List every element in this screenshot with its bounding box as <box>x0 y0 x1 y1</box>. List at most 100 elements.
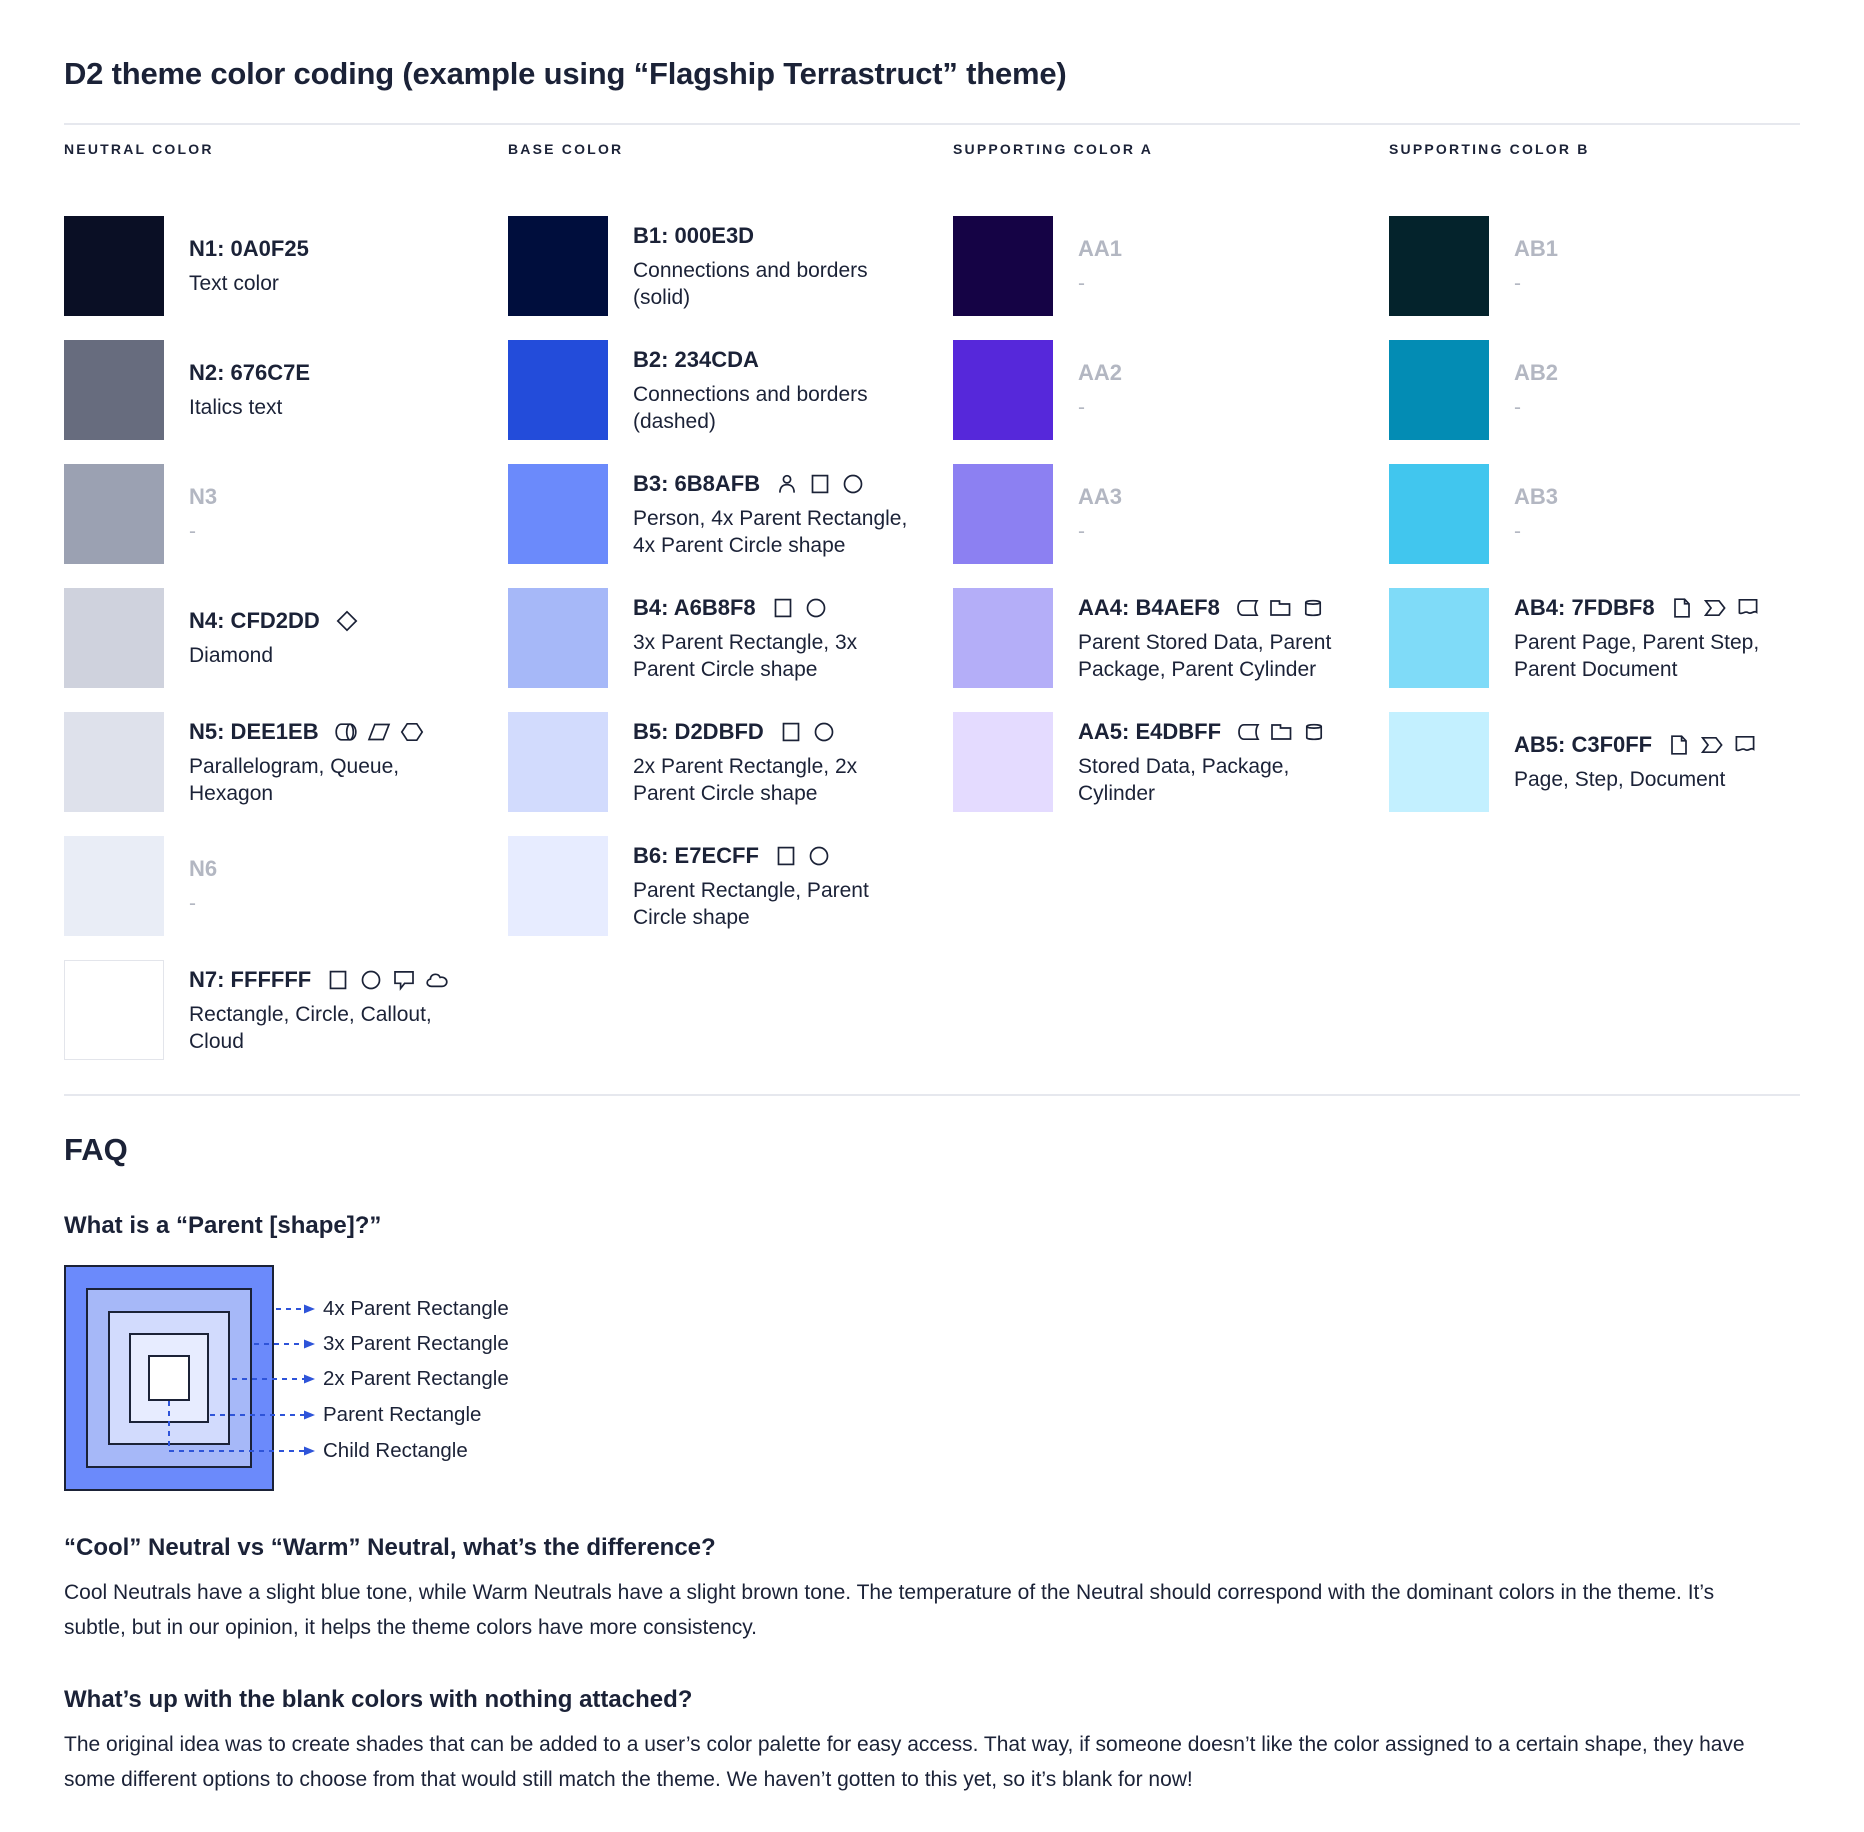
color-entry: B6: E7ECFF Parent Rectangle, Parent Circl… <box>508 836 953 936</box>
callout-icon <box>392 968 416 992</box>
column-header: NEUTRAL COLOR <box>64 141 214 157</box>
color-code: AA2 <box>1078 360 1123 385</box>
color-swatch <box>64 588 164 688</box>
color-code: N5: DEE1EB <box>189 718 319 744</box>
circle-icon <box>812 720 836 744</box>
color-entry: N5: DEE1EB Parallelogram, Queue, Hexagon <box>64 712 508 812</box>
color-code: AB5: C3F0FF <box>1514 732 1653 757</box>
circle-icon <box>804 596 828 620</box>
person-icon <box>775 472 799 496</box>
column-header: SUPPORTING COLOR A <box>953 141 1154 157</box>
palette-column: SUPPORTING COLOR B AB1 - AB2 - AB3 - AB4: 7FDBF… <box>1389 141 1800 1084</box>
color-usage-desc: Page, Step, Document <box>1514 768 1726 791</box>
color-code: N1: 0A0F25 <box>189 236 309 261</box>
color-swatch <box>508 588 608 688</box>
color-swatch <box>1389 464 1489 564</box>
stored-data-icon <box>1236 720 1260 744</box>
color-swatch <box>953 216 1053 316</box>
rectangle-icon <box>808 472 832 496</box>
color-entry: AB3 - <box>1389 464 1800 564</box>
color-code: AB1 <box>1514 236 1559 261</box>
circle-icon <box>807 844 831 868</box>
color-entry: AB2 - <box>1389 340 1800 440</box>
color-swatch <box>508 340 608 440</box>
color-usage-desc: - <box>1514 272 1521 295</box>
color-swatch <box>508 712 608 812</box>
document-icon <box>1733 733 1757 757</box>
color-code: AB2 <box>1514 360 1559 385</box>
faq-answer-cool-vs-warm: Cool Neutrals have a slight blue tone, w… <box>64 1581 1715 1639</box>
color-code: AA4: B4AEF8 <box>1078 594 1220 620</box>
color-usage-desc: Connections and borders (solid) <box>633 258 868 309</box>
color-code: AB3 <box>1514 484 1559 509</box>
package-icon <box>1269 720 1293 744</box>
color-entry: AB5: C3F0FF Page, Step, Document <box>1389 712 1800 812</box>
faq-heading: FAQ <box>64 1132 128 1167</box>
diagram-rect-level-5 <box>148 1355 190 1401</box>
color-code: AA1 <box>1078 236 1123 261</box>
color-swatch <box>64 712 164 812</box>
queue-icon <box>334 720 358 744</box>
diagram-label: 2x Parent Rectangle <box>323 1367 509 1390</box>
cylinder-icon <box>1301 596 1325 620</box>
color-entry: B2: 234CDA Connections and borders (dashe… <box>508 340 953 440</box>
circle-icon <box>359 968 383 992</box>
color-entry: B1: 000E3D Connections and borders (solid… <box>508 216 953 316</box>
document-icon <box>1736 596 1760 620</box>
color-usage-desc: Italics text <box>189 396 283 419</box>
color-usage-desc: Parallelogram, Queue, Hexagon <box>189 754 400 805</box>
diagram-label: Parent Rectangle <box>323 1403 482 1426</box>
diamond-icon <box>335 609 359 633</box>
page-icon <box>1667 733 1691 757</box>
color-entry: N3 - <box>64 464 508 564</box>
color-swatch <box>953 588 1053 688</box>
color-code: B3: 6B8AFB <box>633 470 761 496</box>
color-usage-desc: - <box>189 520 196 543</box>
palette-grid: NEUTRAL COLOR N1: 0A0F25 Text color N2: 676… <box>64 141 1800 1084</box>
faq-question-blank-colors: What’s up with the blank colors with not… <box>64 1686 693 1713</box>
color-entry: B5: D2DBFD 2x Parent Rectangle, 2x Parent… <box>508 712 953 812</box>
color-usage-desc: 3x Parent Rectangle, 3x Parent Circle sh… <box>633 630 858 681</box>
color-usage-desc: - <box>189 892 196 915</box>
color-code: B1: 000E3D <box>633 222 755 248</box>
step-icon <box>1700 733 1724 757</box>
color-swatch <box>1389 340 1489 440</box>
color-usage-desc: Person, 4x Parent Rectangle, 4x Parent C… <box>633 506 908 557</box>
color-entry: AA1 - <box>953 216 1389 316</box>
color-entry: N7: FFFFFF Rectangle, Circle, Callout, Cl… <box>64 960 508 1060</box>
color-swatch <box>64 340 164 440</box>
palette-column: SUPPORTING COLOR A AA1 - AA2 - AA3 - AA4: B4AEF… <box>953 141 1389 1084</box>
color-swatch <box>953 464 1053 564</box>
color-code: N3 <box>189 484 218 509</box>
color-usage-desc: Diamond <box>189 644 274 667</box>
hexagon-icon <box>400 720 424 744</box>
color-code: N2: 676C7E <box>189 360 311 385</box>
color-code: B2: 234CDA <box>633 346 759 372</box>
diagram-label: 4x Parent Rectangle <box>323 1297 509 1320</box>
color-entry: N2: 676C7E Italics text <box>64 340 508 440</box>
faq-question-cool-vs-warm: “Cool” Neutral vs “Warm” Neutral, what’s… <box>64 1534 716 1561</box>
faq-answer-blank-colors: The original idea was to create shades t… <box>64 1733 1745 1791</box>
color-entry: N4: CFD2DD Diamond <box>64 588 508 688</box>
color-usage-desc: Stored Data, Package, Cylinder <box>1078 754 1290 805</box>
color-code: N6 <box>189 856 218 881</box>
column-header: SUPPORTING COLOR B <box>1389 141 1590 157</box>
page-icon <box>1670 596 1694 620</box>
color-entry: AA4: B4AEF8 Parent Stored Data, Parent Pa… <box>953 588 1389 688</box>
color-entry: B4: A6B8F8 3x Parent Rectangle, 3x Parent… <box>508 588 953 688</box>
color-swatch <box>1389 712 1489 812</box>
color-swatch <box>64 216 164 316</box>
color-code: B6: E7ECFF <box>633 842 759 868</box>
color-usage-desc: Parent Rectangle, Parent Circle shape <box>633 878 869 929</box>
parent-shape-diagram: 4x Parent Rectangle 3x Parent Rectangle 2x… <box>64 1265 1800 1493</box>
color-swatch <box>1389 216 1489 316</box>
color-entry: AA2 - <box>953 340 1389 440</box>
color-entry: B3: 6B8AFB Person, 4x Parent Rectangle, 4… <box>508 464 953 564</box>
color-code: N7: FFFFFF <box>189 966 312 992</box>
rectangle-icon <box>774 844 798 868</box>
diagram-label: 3x Parent Rectangle <box>323 1332 509 1355</box>
color-usage-desc: 2x Parent Rectangle, 2x Parent Circle sh… <box>633 754 858 805</box>
color-usage-desc: - <box>1514 396 1521 419</box>
cylinder-icon <box>1302 720 1326 744</box>
rectangle-icon <box>771 596 795 620</box>
